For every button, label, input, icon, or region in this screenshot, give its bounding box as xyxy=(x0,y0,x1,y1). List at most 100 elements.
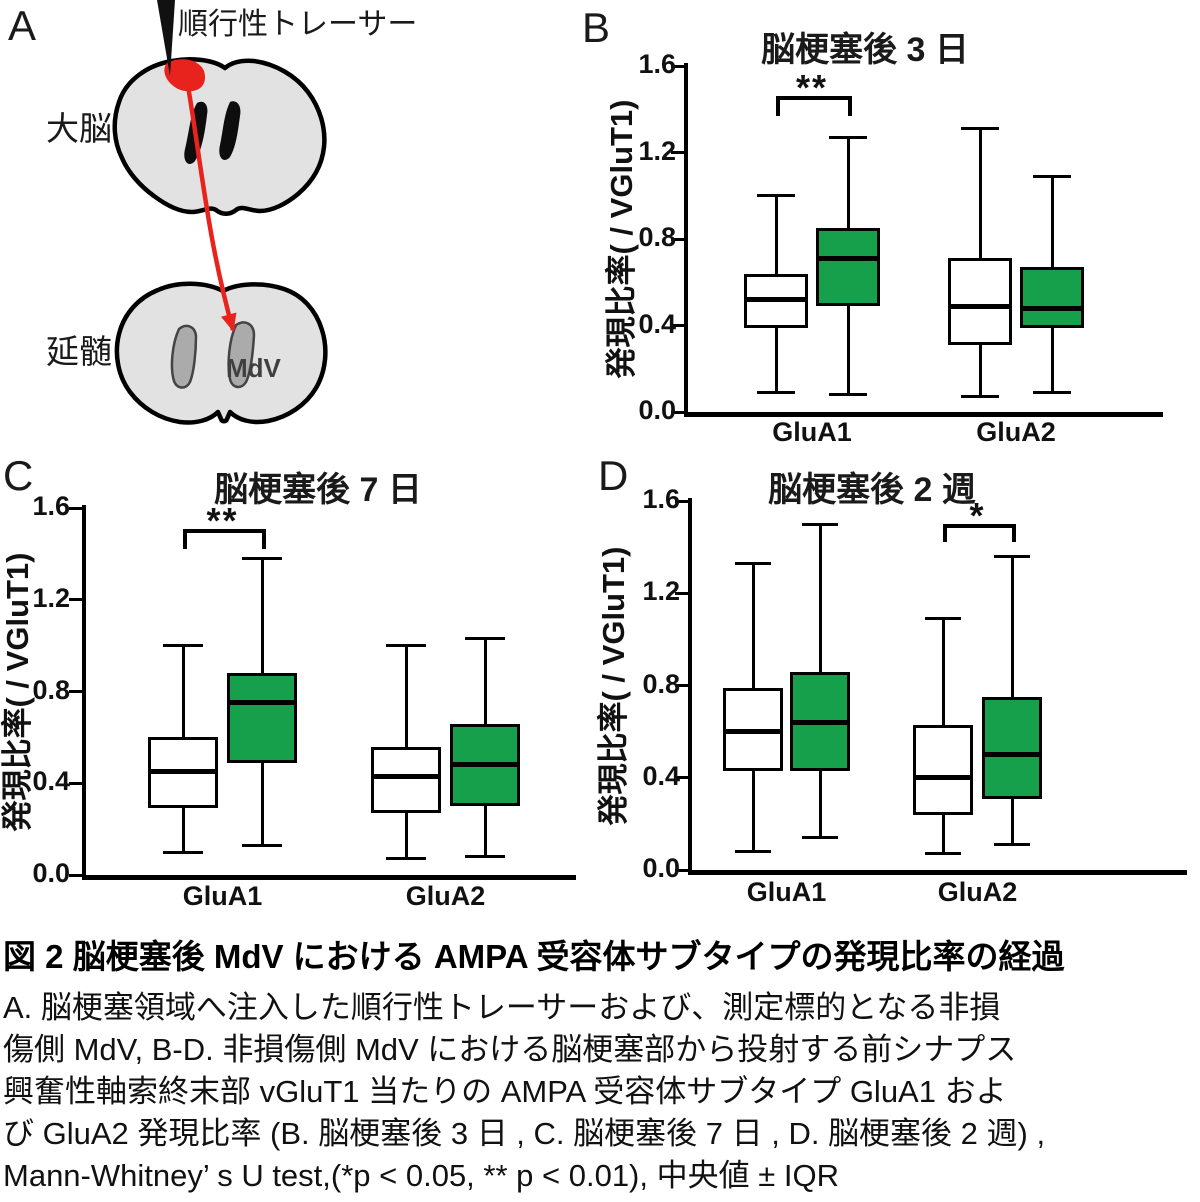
y-tick-label: 1.2 xyxy=(642,576,680,607)
y-tick-mark xyxy=(69,690,82,693)
panel-a-letter: A xyxy=(8,2,37,49)
y-tick-label: 0.4 xyxy=(642,760,680,791)
y-tick-label: 1.6 xyxy=(32,491,70,521)
y-axis-line xyxy=(82,505,86,879)
y-tick-mark xyxy=(69,598,82,602)
median-line xyxy=(1020,305,1084,311)
medulla-label: 延髄 xyxy=(46,333,112,370)
median-line xyxy=(982,752,1042,758)
sig-stars: * xyxy=(969,495,986,536)
whisker-cap-low xyxy=(386,857,426,861)
whisker-cap-high xyxy=(925,617,961,621)
y-tick-label: 0.4 xyxy=(32,766,70,797)
sig-bracket-leg xyxy=(776,100,780,116)
sig-bracket-leg xyxy=(848,100,852,116)
panel-C-title: 脳梗塞後 7 日 xyxy=(214,471,422,509)
x-label-GluA2: GluA2 xyxy=(976,417,1056,447)
y-tick-mark xyxy=(671,151,684,154)
y-tick-label: 0.8 xyxy=(642,668,680,699)
box-GluA2-green xyxy=(982,697,1042,799)
y-axis-line xyxy=(684,63,688,416)
y-tick-mark xyxy=(675,868,688,872)
sig-bracket xyxy=(943,524,1016,528)
medulla-outline xyxy=(114,281,328,425)
tracer-needle-icon xyxy=(157,0,175,76)
median-line xyxy=(816,255,880,261)
box-GluA1-green xyxy=(816,228,880,307)
sig-bracket-leg xyxy=(183,533,187,549)
y-tick-mark xyxy=(675,776,688,780)
y-tick-label: 1.6 xyxy=(638,49,676,79)
projection-arrow xyxy=(185,85,237,332)
y-tick-mark xyxy=(675,591,688,595)
sig-bracket-leg xyxy=(1012,528,1016,542)
sig-stars: ** xyxy=(795,67,829,108)
y-tick-label: 1.2 xyxy=(32,582,70,613)
x-label-GluA1: GluA1 xyxy=(182,881,263,911)
panel-c-letter: C xyxy=(3,452,34,499)
median-line xyxy=(790,719,850,725)
whisker-cap-high xyxy=(961,127,999,131)
panel-D-title: 脳梗塞後 2 週 xyxy=(768,471,976,509)
sig-bracket xyxy=(183,529,266,533)
sig-bracket-leg xyxy=(943,528,947,542)
whisker-cap-high xyxy=(163,644,203,648)
median-line xyxy=(948,303,1012,309)
caption: 図 2 脳梗塞後 MdV における AMPA 受容体サブタイプの発現比率の経過 … xyxy=(3,930,1197,1197)
mdv-label: MdV xyxy=(226,353,282,383)
mdv-region-right xyxy=(227,321,256,389)
y-tick-label: 1.2 xyxy=(638,135,676,166)
panel-B-title: 脳梗塞後 3 日 xyxy=(761,31,969,69)
caption-line: A. 脳梗塞領域へ注入した順行性トレーサーおよび、測定標的となる非損 xyxy=(3,990,1001,1025)
panel-d-letter: D xyxy=(598,452,629,499)
whisker-cap-low xyxy=(1033,391,1071,395)
y-tick-label: 0.0 xyxy=(32,858,70,888)
y-tick-mark xyxy=(69,506,82,510)
x-label-GluA1: GluA1 xyxy=(746,877,827,907)
box-GluA2-white xyxy=(913,724,973,815)
median-line xyxy=(371,773,441,779)
whisker-cap-low xyxy=(735,850,771,854)
box-GluA2-green xyxy=(1020,267,1084,328)
y-tick-label: 0.0 xyxy=(642,853,680,883)
ventricle-right xyxy=(219,101,241,160)
whisker-cap-high xyxy=(465,637,505,641)
cerebrum-label: 大脳 xyxy=(46,110,112,147)
mdv-region-left xyxy=(170,324,198,389)
injection-site xyxy=(164,59,206,92)
median-line xyxy=(723,729,783,735)
y-tick-mark xyxy=(671,324,684,327)
whisker-cap-high xyxy=(735,561,771,565)
x-label-GluA2: GluA2 xyxy=(937,877,1018,907)
whisker-cap-low xyxy=(802,836,838,840)
whisker-cap-low xyxy=(925,852,961,856)
caption-line: 傷側 MdV, B-D. 非損傷側 MdV における脳梗塞部から投射する前シナプ… xyxy=(3,1032,1017,1067)
median-line xyxy=(148,769,218,775)
x-axis-line xyxy=(688,870,1187,875)
panel-a-schematic: 順行性トレーサー 大脳 延髄 MdV xyxy=(46,0,417,425)
y-tick-label: 1.6 xyxy=(642,484,680,514)
y-tick-mark xyxy=(675,684,688,687)
box-GluA2-white xyxy=(371,746,441,814)
y-tick-label: 0.0 xyxy=(638,395,676,425)
whisker-cap-low xyxy=(242,843,282,847)
whisker-cap-high xyxy=(386,644,426,648)
median-line xyxy=(450,762,520,768)
whisker-cap-low xyxy=(961,395,999,399)
cerebrum-outline xyxy=(112,57,327,216)
box-GluA2-white xyxy=(948,258,1012,345)
y-tick-label: 0.4 xyxy=(638,308,676,339)
x-axis-line xyxy=(684,412,1163,417)
tracer-label: 順行性トレーサー xyxy=(178,8,417,41)
whisker-cap-low xyxy=(163,850,203,854)
y-tick-mark xyxy=(69,781,82,785)
sig-bracket xyxy=(776,96,852,100)
sig-stars: ** xyxy=(206,500,239,541)
whisker-cap-low xyxy=(465,855,505,859)
caption-line: 興奮性軸索終末部 vGluT1 当たりの AMPA 受容体サブタイプ GluA1… xyxy=(3,1074,1007,1109)
y-tick-mark xyxy=(675,499,688,503)
y-tick-mark xyxy=(671,410,684,414)
whisker-cap-low xyxy=(829,393,867,397)
y-axis-line xyxy=(688,498,692,874)
